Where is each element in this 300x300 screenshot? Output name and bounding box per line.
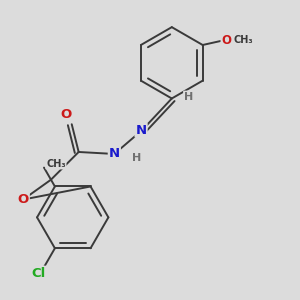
Text: H: H: [131, 153, 141, 163]
Text: CH₃: CH₃: [233, 35, 253, 45]
Text: Cl: Cl: [31, 267, 45, 280]
Text: H: H: [184, 92, 193, 101]
Text: CH₃: CH₃: [46, 159, 66, 169]
Text: O: O: [60, 108, 71, 121]
Text: N: N: [109, 148, 120, 160]
Text: O: O: [18, 193, 29, 206]
Text: N: N: [136, 124, 147, 137]
Text: O: O: [221, 34, 232, 46]
